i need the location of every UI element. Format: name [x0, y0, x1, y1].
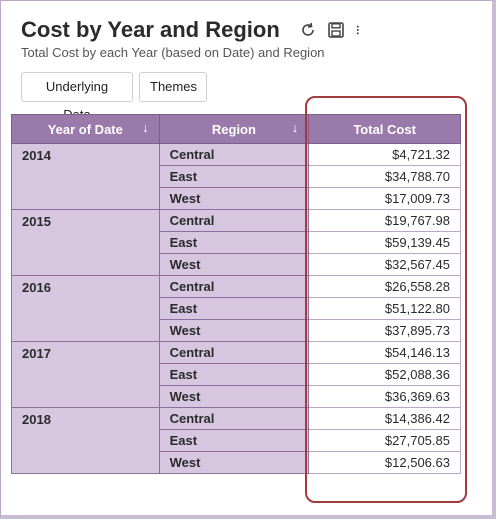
- region-cell: West: [158, 385, 310, 408]
- sort-arrow-icon[interactable]: ↓: [291, 120, 299, 135]
- table-row: 2017 Central $54,146.13: [11, 341, 461, 408]
- region-cell: West: [158, 319, 310, 342]
- region-cell: East: [158, 429, 310, 452]
- table-row: East $34,788.70: [12, 165, 461, 188]
- table-row: 2016 Central $26,558.28: [11, 275, 461, 342]
- cost-cell: $37,895.73: [308, 319, 461, 342]
- table-row: West $36,369.63: [12, 385, 461, 408]
- region-cell: East: [158, 297, 310, 320]
- cost-cell: $51,122.80: [308, 297, 461, 320]
- header-total-cost[interactable]: Total Cost: [308, 114, 461, 144]
- table-row: 2014 Central $4,721.32: [11, 143, 461, 210]
- table-row: West $12,506.63: [12, 451, 461, 474]
- region-cell: East: [158, 363, 310, 386]
- cost-cell: $52,088.36: [308, 363, 461, 386]
- underlying-data-button[interactable]: Underlying Data: [21, 72, 133, 122]
- region-cell: West: [158, 451, 310, 474]
- cost-cell: $32,567.45: [308, 253, 461, 276]
- cost-cell: $14,386.42: [308, 407, 461, 430]
- region-cell: East: [158, 231, 310, 254]
- year-cell: 2018: [11, 407, 160, 474]
- table-row: West $37,895.73: [12, 319, 461, 342]
- page-title: Cost by Year and Region: [21, 17, 280, 42]
- table-row: East $27,705.85: [12, 429, 461, 452]
- table-row: East $51,122.80: [12, 297, 461, 320]
- year-cell: 2015: [11, 209, 160, 276]
- cost-cell: $54,146.13: [308, 341, 461, 364]
- table-row: 2015 Central $19,767.98: [11, 209, 461, 276]
- themes-button[interactable]: Themes: [139, 72, 207, 102]
- table-row: East $59,139.45: [12, 231, 461, 254]
- cost-cell: $4,721.32: [308, 143, 461, 166]
- year-cell: 2017: [11, 341, 160, 408]
- more-vertical-icon[interactable]: [355, 21, 373, 39]
- cost-cell: $17,009.73: [308, 187, 461, 210]
- table-row: East $52,088.36: [12, 363, 461, 386]
- header-year-of-date[interactable]: Year of Date ↓: [11, 114, 160, 144]
- refresh-icon[interactable]: [299, 21, 317, 39]
- cost-cell: $34,788.70: [308, 165, 461, 188]
- region-cell: Central: [158, 341, 310, 364]
- region-cell: East: [158, 165, 310, 188]
- region-cell: Central: [158, 275, 310, 298]
- region-cell: West: [158, 253, 310, 276]
- table-row: West $17,009.73: [12, 187, 461, 210]
- header-actions: [299, 21, 373, 39]
- cost-cell: $19,767.98: [308, 209, 461, 232]
- cost-cell: $12,506.63: [308, 451, 461, 474]
- cost-cell: $59,139.45: [308, 231, 461, 254]
- region-cell: West: [158, 187, 310, 210]
- table-header-row: Year of Date ↓ Region ↓ Total Cost: [11, 114, 461, 144]
- table-row: 2018 Central $14,386.42: [11, 407, 461, 474]
- cost-cell: $36,369.63: [308, 385, 461, 408]
- region-cell: Central: [158, 209, 310, 232]
- page-subtitle: Total Cost by each Year (based on Date) …: [21, 45, 325, 60]
- region-cell: Central: [158, 143, 310, 166]
- year-cell: 2016: [11, 275, 160, 342]
- pivot-table: Year of Date ↓ Region ↓ Total Cost 2014 Cen…: [11, 114, 461, 474]
- sort-arrow-icon[interactable]: ↓: [142, 120, 149, 135]
- year-cell: 2014: [11, 143, 160, 210]
- header-region[interactable]: Region ↓: [158, 114, 310, 144]
- save-icon[interactable]: [327, 21, 345, 39]
- cost-cell: $27,705.85: [308, 429, 461, 452]
- region-cell: Central: [158, 407, 310, 430]
- cost-cell: $26,558.28: [308, 275, 461, 298]
